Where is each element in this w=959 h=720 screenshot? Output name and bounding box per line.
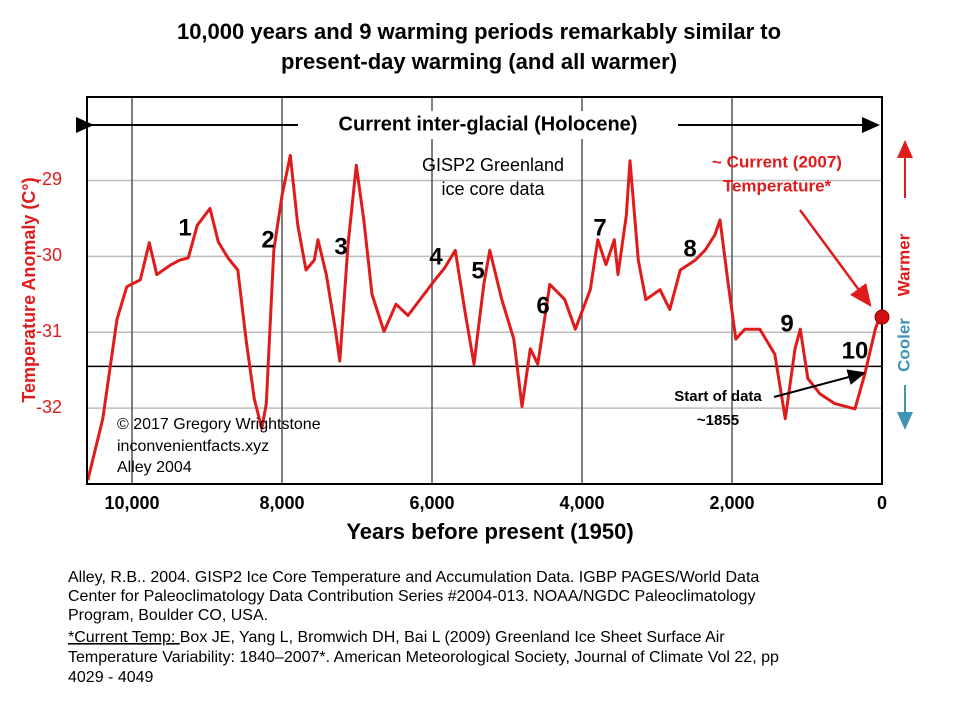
current-label: ~ Current (2007) [712, 152, 842, 171]
credit: © 2017 Gregory Wrightstone [117, 416, 321, 433]
y-tick-label: -31 [36, 321, 62, 341]
dataset-label: GISP2 Greenland [422, 155, 564, 175]
x-axis-title: Years before present (1950) [346, 519, 633, 544]
current-label: Temperature* [723, 176, 832, 195]
period-number: 9 [780, 310, 793, 337]
current-arrow [798, 209, 872, 308]
label-background [298, 111, 678, 139]
reference: *Current Temp: Box JE, Yang L, Bromwich … [68, 629, 725, 646]
annotations: Current inter-glacial (Holocene) GISP2 G… [19, 111, 913, 686]
period-number: 5 [471, 257, 484, 284]
period-number: 2 [261, 226, 274, 253]
x-tick-label: 4,000 [559, 493, 604, 513]
warmer-label: Warmer [894, 233, 913, 296]
cooler-label: Cooler [894, 318, 913, 372]
period-number: 4 [429, 243, 443, 270]
period-number: 1 [178, 214, 191, 241]
period-number: 7 [593, 214, 606, 241]
y-tick-label: -32 [36, 397, 62, 417]
y-tick-label: -29 [36, 169, 62, 189]
period-number: 3 [334, 233, 347, 260]
dataset-label: ice core data [441, 179, 545, 199]
reference: Center for Paleoclimatology Data Contrib… [68, 588, 755, 605]
x-tick-label: 10,000 [104, 493, 159, 513]
reference: Alley, R.B.. 2004. GISP2 Ice Core Temper… [68, 569, 759, 586]
start-label: ~1855 [697, 412, 739, 429]
temperature-line [86, 153, 882, 481]
reference: Program, Boulder CO, USA. [68, 607, 268, 624]
plot-frame [86, 96, 883, 485]
y-axis-title: Temperature Anomaly (C°) [19, 177, 39, 402]
period-number: 10 [842, 337, 869, 364]
chart-title: present-day warming (and all warmer) [281, 49, 677, 74]
credit: Alley 2004 [117, 459, 192, 476]
reference: 4029 - 4049 [68, 669, 154, 686]
current-point [874, 309, 890, 325]
reference-heading: *Current Temp: [68, 629, 180, 646]
x-tick-label: 0 [877, 493, 887, 513]
chart-title: 10,000 years and 9 warming periods remar… [177, 19, 781, 44]
credit: inconvenientfacts.xyz [117, 438, 269, 455]
period-number: 8 [683, 235, 696, 262]
x-tick-label: 8,000 [259, 493, 304, 513]
x-tick-label: 2,000 [709, 493, 754, 513]
start-label: Start of data [674, 388, 762, 405]
holocene-label: Current inter-glacial (Holocene) [339, 113, 638, 135]
reference: Temperature Variability: 1840–2007*. Ame… [68, 649, 779, 666]
x-tick-label: 6,000 [409, 493, 454, 513]
reference: Box JE, Yang L, Bromwich DH, Bai L (2009… [180, 629, 726, 646]
plot-area: -29 -30 -31 -32 10,000 8,000 6,000 4,000 2,000 0 [36, 96, 890, 513]
start-arrow [773, 369, 866, 398]
y-tick-label: -30 [36, 245, 62, 265]
period-number: 6 [536, 292, 549, 319]
